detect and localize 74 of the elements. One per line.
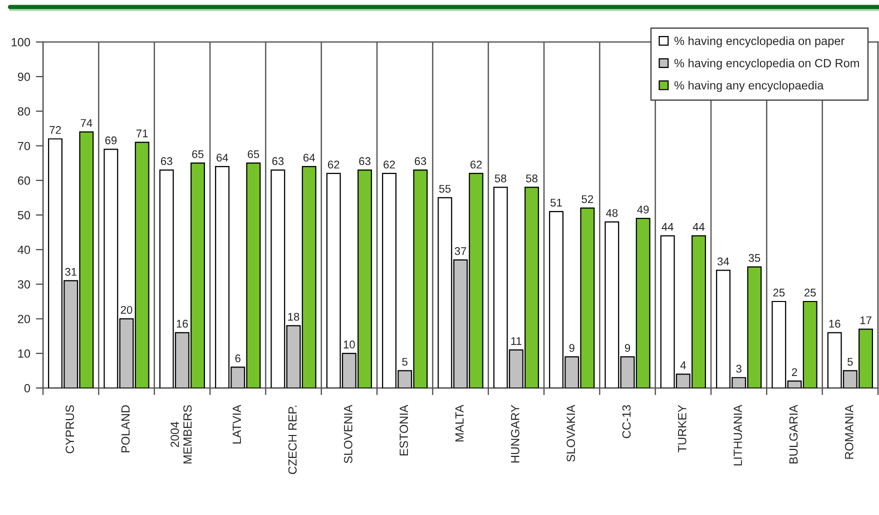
data-label: 63 <box>272 157 284 166</box>
data-label: 63 <box>414 157 426 166</box>
data-label: 64 <box>216 154 228 162</box>
data-label: 71 <box>136 130 148 138</box>
data-label: 35 <box>748 254 760 262</box>
data-label: 20 <box>120 306 132 314</box>
data-label: 64 <box>303 154 315 162</box>
data-label: 17 <box>860 316 872 324</box>
y-tick-label: 60 <box>18 176 30 185</box>
data-label: 9 <box>624 344 630 352</box>
y-tick-label: 100 <box>12 38 30 46</box>
data-label: 55 <box>439 184 451 193</box>
data-label: 25 <box>804 288 816 297</box>
data-label: 16 <box>829 320 840 328</box>
data-label: 44 <box>662 223 674 231</box>
data-label: 62 <box>384 160 395 169</box>
data-label: 72 <box>50 126 61 134</box>
data-label: 34 <box>717 258 730 266</box>
data-label: 62 <box>328 160 340 169</box>
x-tick-label: ESTONIA <box>400 404 408 456</box>
x-tick-label: SLOVENIA <box>344 404 352 464</box>
data-label: 65 <box>192 150 204 158</box>
data-label: 44 <box>692 223 705 231</box>
data-label: 10 <box>344 340 355 348</box>
data-label: 5 <box>402 358 408 366</box>
legend-label: % having any encyclopaedia <box>674 80 824 92</box>
data-label: 3 <box>736 364 742 373</box>
data-label: 63 <box>359 157 370 166</box>
legend-label: % having encyclopedia on CD Rom <box>674 58 859 70</box>
data-label: 37 <box>454 247 466 256</box>
data-label: 6 <box>235 354 240 362</box>
data-label: 9 <box>569 344 574 352</box>
data-label: 16 <box>176 320 188 328</box>
data-label: 63 <box>160 157 172 166</box>
y-tick-label: 90 <box>18 72 30 81</box>
x-tick-label: MALTA <box>455 404 464 442</box>
data-label: 69 <box>105 136 117 144</box>
y-tick-label: 0 <box>24 384 30 392</box>
data-label: 49 <box>637 206 649 214</box>
x-tick-label: LITHUANIA <box>734 404 742 466</box>
x-tick-label: LATVIA <box>232 404 241 444</box>
x-tick-label: CYPRUS <box>66 405 74 454</box>
y-tick-label: 40 <box>18 246 30 254</box>
y-tick-label: 80 <box>18 107 30 116</box>
x-tick-label: CZECH REP. <box>288 406 297 474</box>
x-tick-label: CC-13 <box>622 405 631 438</box>
data-label: 4 <box>680 361 686 370</box>
data-label: 31 <box>65 268 76 276</box>
data-label: 74 <box>80 119 92 127</box>
data-label: 2 <box>792 368 798 376</box>
data-label: 48 <box>606 209 618 217</box>
x-tick-label: ROMANIA <box>844 404 854 459</box>
data-label: 5 <box>848 358 853 366</box>
y-tick-label: 10 <box>18 349 30 358</box>
data-label: 52 <box>582 195 594 204</box>
x-tick-label: TURKEY <box>678 404 686 452</box>
y-tick-label: 20 <box>18 314 30 324</box>
data-label: 65 <box>248 150 260 158</box>
data-label: 58 <box>494 174 506 182</box>
x-tick-label: 2004 MEMBERS <box>170 405 192 464</box>
data-label: 58 <box>526 174 538 182</box>
x-tick-label: BULGARIA <box>789 404 798 464</box>
legend-label: % having encyclopedia on paper <box>674 36 844 48</box>
x-tick-label: HUNGARY <box>510 404 520 463</box>
data-label: 11 <box>511 337 522 345</box>
x-tick-label: POLAND <box>121 405 130 452</box>
data-label: 25 <box>773 288 785 297</box>
y-tick-label: 30 <box>18 280 30 289</box>
data-label: 62 <box>470 160 482 169</box>
y-tick-label: 50 <box>18 211 30 220</box>
data-label: 18 <box>288 312 300 321</box>
data-label: 51 <box>550 198 562 207</box>
x-tick-label: SLOVAKIA <box>566 404 575 462</box>
y-tick-label: 70 <box>18 142 30 150</box>
